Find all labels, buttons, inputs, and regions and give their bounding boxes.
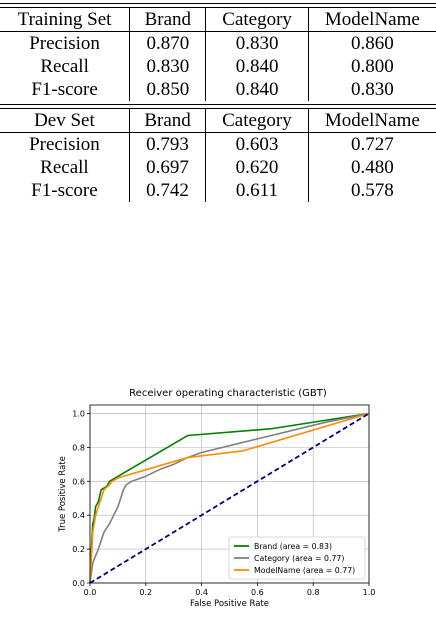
table-row: Recall 0.697 0.620 0.480 [0,156,436,179]
dev-set-table: Dev Set Brand Category ModelName Precisi… [0,109,436,202]
cell-value: 0.800 [307,55,436,78]
x-tick-label: 0.2 [139,588,152,597]
y-tick-label: 0.8 [72,443,85,452]
table-header-row: Training Set Brand Category ModelName [0,8,436,32]
roc-chart-svg: Receiver operating characteristic (GBT) … [58,388,375,609]
metrics-tables: Training Set Brand Category ModelName Pr… [0,0,436,202]
series-layer [89,412,370,584]
y-tick-label: 0.6 [72,477,85,486]
col-modelname-header: ModelName [307,109,436,133]
legend-entry-label: Category (area = 0.77) [254,554,344,563]
table-header-row: Dev Set Brand Category ModelName [0,109,436,133]
x-tick-label: 0.4 [195,588,208,597]
y-tick-label: 0.2 [72,545,85,554]
cell-value: 0.603 [205,132,309,156]
cell-value: 0.840 [205,78,309,101]
cell-value: 0.830 [205,31,309,55]
plot-frame [89,404,370,584]
cell-value: 0.840 [205,55,309,78]
cell-value: 0.870 [129,31,206,55]
y-tick-label: 1.0 [72,409,85,418]
training-set-title: Training Set [0,8,130,32]
table-row: Recall 0.830 0.840 0.800 [0,55,436,78]
table-mid-rule [0,104,436,109]
table-top-rule [0,3,436,8]
row-label: Precision [29,134,100,155]
row-label: F1-score [31,180,98,201]
chance-diagonal-line [89,412,370,584]
x-tick-label: 0.8 [307,588,320,597]
table-row: F1-score 0.850 0.840 0.830 [0,78,436,101]
table-row: F1-score 0.742 0.611 0.578 [0,179,436,202]
row-label: Recall [40,157,89,178]
cell-value: 0.742 [128,179,206,202]
cell-value: 0.727 [307,132,436,156]
cell-value: 0.860 [307,31,436,55]
x-tick-label: 1.0 [363,588,376,597]
col-brand-header: Brand [128,109,206,133]
series-line-modelname [89,412,370,584]
cell-value: 0.830 [307,78,436,101]
series-line-category [89,412,370,584]
y-tick-label: 0.4 [72,511,85,520]
chart-title: Receiver operating characteristic (GBT) [129,388,327,399]
y-axis-label: True Positive Rate [58,456,68,533]
training-set-table: Training Set Brand Category ModelName Pr… [0,8,436,101]
cell-value: 0.697 [128,156,206,179]
y-tick-label: 0.0 [72,579,85,588]
row-label: F1-score [31,79,98,100]
x-tick-label: 0.6 [251,588,264,597]
cell-value: 0.830 [129,55,206,78]
legend-entry-label: Brand (area = 0.83) [254,542,332,551]
roc-chart: Receiver operating characteristic (GBT) … [56,384,386,616]
row-label: Precision [29,33,100,54]
x-axis-label: False Positive Rate [190,599,269,609]
cell-value: 0.611 [205,179,309,202]
cell-value: 0.850 [129,78,206,101]
col-category-header: Category [205,109,309,133]
x-tick-label: 0.0 [84,588,97,597]
cell-value: 0.620 [205,156,309,179]
col-brand-header: Brand [129,8,206,32]
dev-set-title: Dev Set [0,109,130,133]
legend-box [228,536,366,580]
legend: Brand (area = 0.83) Category (area = 0.77… [228,536,366,580]
series-line-brand [89,412,370,584]
col-category-header: Category [205,8,309,32]
table-row: Precision 0.870 0.830 0.860 [0,31,436,55]
col-modelname-header: ModelName [307,8,436,32]
row-label: Recall [40,56,89,77]
table-row: Precision 0.793 0.603 0.727 [0,132,436,156]
legend-entry-label: ModelName (area = 0.77) [254,566,355,575]
cell-value: 0.578 [307,179,436,202]
tick-layer: 0.0 0.2 0.4 0.6 0.8 1.0 0.0 0.2 0.4 0.6 0.8 1.0 [72,409,375,597]
cell-value: 0.480 [307,156,436,179]
cell-value: 0.793 [128,132,206,156]
